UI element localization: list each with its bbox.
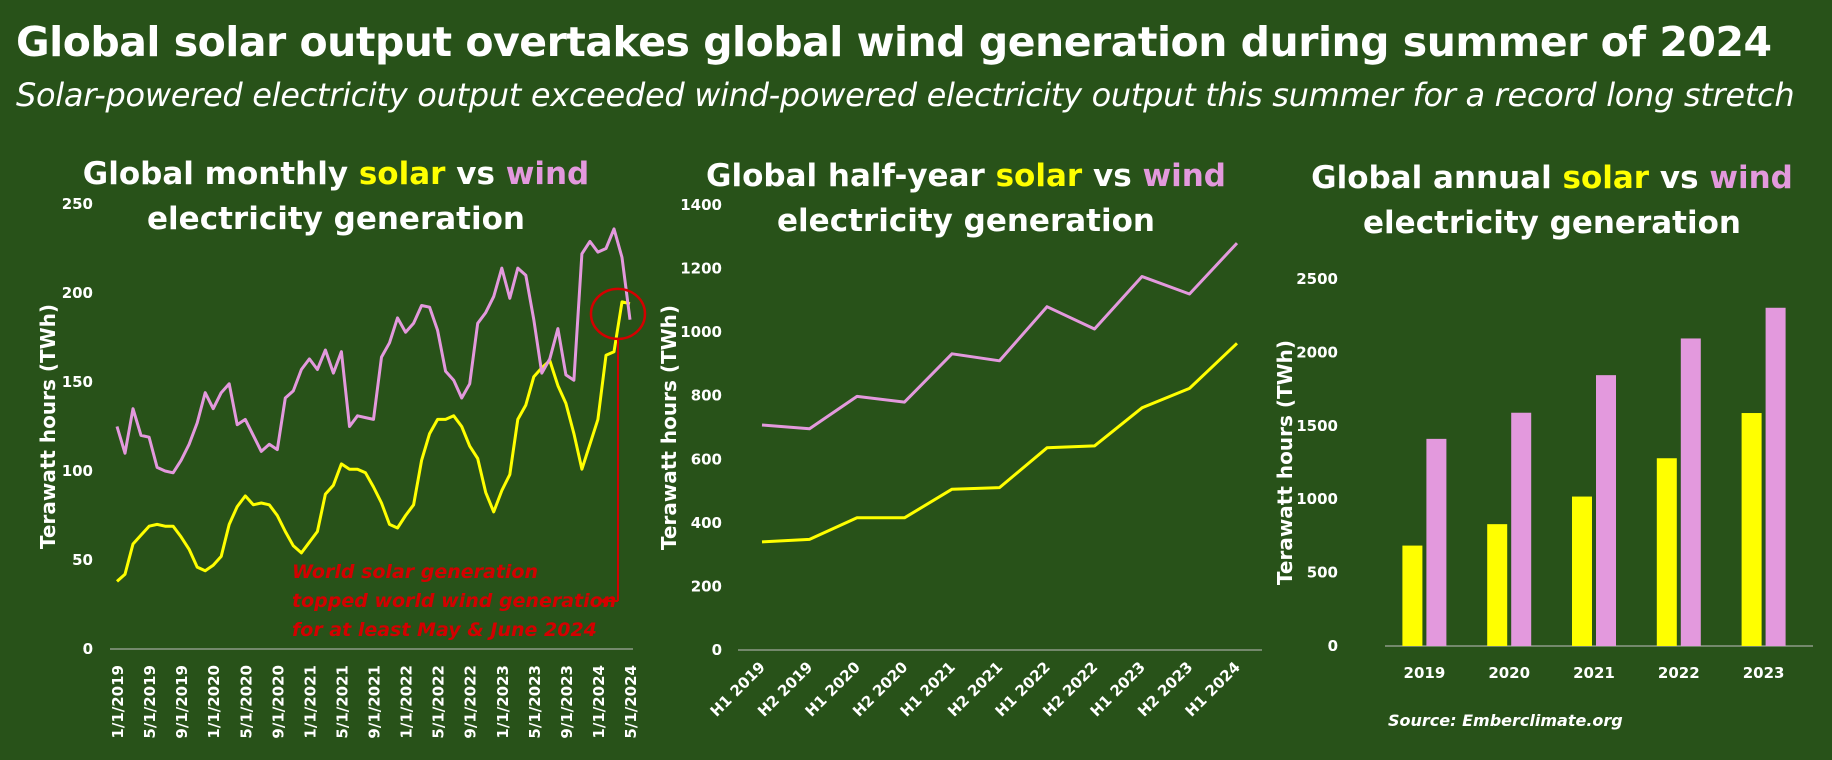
annual-bar-solar	[1402, 545, 1423, 646]
annotation-arrowhead	[599, 596, 608, 606]
half-year-series-line-solar	[761, 342, 1239, 544]
annual-title-solar: solar	[1562, 160, 1650, 196]
annual-title-vs: vs	[1649, 160, 1710, 196]
annual-bar-wind	[1765, 307, 1786, 646]
half-year-y-tick-label: 600	[691, 450, 722, 468]
annual-bar-wind	[1426, 438, 1447, 646]
half-year-y-tick-label: 1000	[680, 323, 722, 341]
annotation-text-line: for at least May & June 2024	[292, 619, 597, 641]
monthly-title-wind: wind	[505, 156, 590, 192]
annual-chart-title: Global annual solar vs wind electricity …	[1252, 156, 1832, 246]
annual-bar-wind	[1511, 412, 1532, 646]
monthly-x-tick-label: 9/1/2020	[269, 665, 287, 739]
monthly-x-tick-label: 5/1/2019	[141, 665, 159, 739]
monthly-y-axis-label: Terawatt hours (TWh)	[36, 304, 60, 549]
annual-bar-solar	[1656, 458, 1677, 646]
monthly-x-tick-label: 9/1/2021	[366, 665, 384, 739]
annual-bar-solar	[1741, 413, 1762, 646]
annual-x-tick-label: 2019	[1404, 664, 1446, 682]
half-year-series-line-wind	[761, 242, 1239, 431]
source-note: Source: Emberclimate.org	[1388, 711, 1623, 730]
half-year-y-tick-label: 200	[691, 577, 722, 595]
annual-title-line2: electricity generation	[1363, 205, 1741, 241]
half-year-y-tick-label: 800	[691, 387, 722, 405]
monthly-x-tick-label: 1/1/2019	[109, 665, 127, 739]
half-year-y-tick-label: 400	[691, 514, 722, 532]
monthly-title-solar: solar	[358, 156, 446, 192]
monthly-y-tick-label: 50	[72, 551, 93, 569]
monthly-y-tick-label: 150	[62, 373, 93, 391]
annual-title-wind: wind	[1709, 160, 1793, 196]
monthly-x-tick-label: 1/1/2021	[301, 665, 319, 739]
monthly-x-tick-label: 5/1/2022	[430, 665, 448, 739]
annual-y-tick-label: 2500	[1296, 270, 1338, 288]
monthly-y-tick-label: 250	[62, 195, 93, 213]
annual-y-tick-label: 2000	[1296, 343, 1338, 361]
monthly-x-tick-label: 5/1/2021	[333, 665, 351, 739]
half-year-y-tick-label: 1400	[680, 196, 722, 214]
annual-y-axis-label: Terawatt hours (TWh)	[1273, 340, 1297, 585]
annual-x-tick-label: 2021	[1573, 664, 1615, 682]
annotation-text-line: topped world wind generation	[292, 590, 616, 612]
monthly-x-tick-label: 5/1/2020	[237, 665, 255, 739]
half-year-y-axis-label: Terawatt hours (TWh)	[657, 305, 681, 550]
monthly-chart-title: Global monthly solar vs wind electricity…	[36, 152, 636, 242]
half-year-title-wind: wind	[1142, 158, 1226, 194]
monthly-x-tick-label: 1/1/2020	[205, 665, 223, 739]
half-year-title-solar: solar	[995, 158, 1083, 194]
monthly-title-prefix: Global monthly	[82, 156, 359, 192]
monthly-series-line-wind	[115, 227, 632, 475]
annual-y-tick-label: 500	[1307, 564, 1338, 582]
half-year-y-tick-label: 0	[712, 641, 722, 659]
monthly-x-tick-label: 1/1/2024	[590, 665, 608, 739]
annual-x-tick-label: 2022	[1658, 664, 1700, 682]
annual-x-tick-label: 2023	[1743, 664, 1785, 682]
headline: Global solar output overtakes global win…	[16, 18, 1772, 66]
half-year-title-line2: electricity generation	[777, 203, 1155, 239]
annual-x-tick-label: 2020	[1488, 664, 1530, 682]
annual-bar-wind	[1680, 338, 1701, 646]
subheadline: Solar-powered electricity output exceede…	[16, 76, 1795, 114]
annual-title-prefix: Global annual	[1311, 160, 1563, 196]
monthly-x-tick-label: 9/1/2022	[462, 665, 480, 739]
monthly-y-tick-label: 0	[83, 640, 93, 658]
annotation-text-line: World solar generation	[292, 561, 538, 583]
half-year-y-tick-label: 1200	[680, 260, 722, 278]
annual-y-tick-label: 1500	[1296, 417, 1338, 435]
monthly-y-tick-label: 200	[62, 284, 93, 302]
annual-bar-wind	[1596, 375, 1616, 646]
monthly-x-tick-label: 5/1/2024	[622, 665, 640, 739]
annual-bar-solar	[1487, 524, 1508, 646]
monthly-x-tick-label: 1/1/2022	[398, 665, 416, 739]
monthly-title-line2: electricity generation	[147, 201, 525, 237]
monthly-x-tick-label: 9/1/2023	[558, 665, 576, 739]
half-year-chart-title: Global half-year solar vs wind electrici…	[666, 154, 1266, 244]
monthly-x-tick-label: 9/1/2019	[173, 665, 191, 739]
monthly-x-tick-label: 5/1/2023	[526, 665, 544, 739]
annual-y-tick-label: 1000	[1296, 490, 1338, 508]
monthly-title-vs: vs	[445, 156, 506, 192]
monthly-x-tick-label: 1/1/2023	[494, 665, 512, 739]
half-year-title-vs: vs	[1082, 158, 1143, 194]
half-year-title-prefix: Global half-year	[706, 158, 996, 194]
annual-bar-solar	[1572, 496, 1592, 646]
monthly-y-tick-label: 100	[62, 462, 93, 480]
annual-y-tick-label: 0	[1328, 637, 1338, 655]
